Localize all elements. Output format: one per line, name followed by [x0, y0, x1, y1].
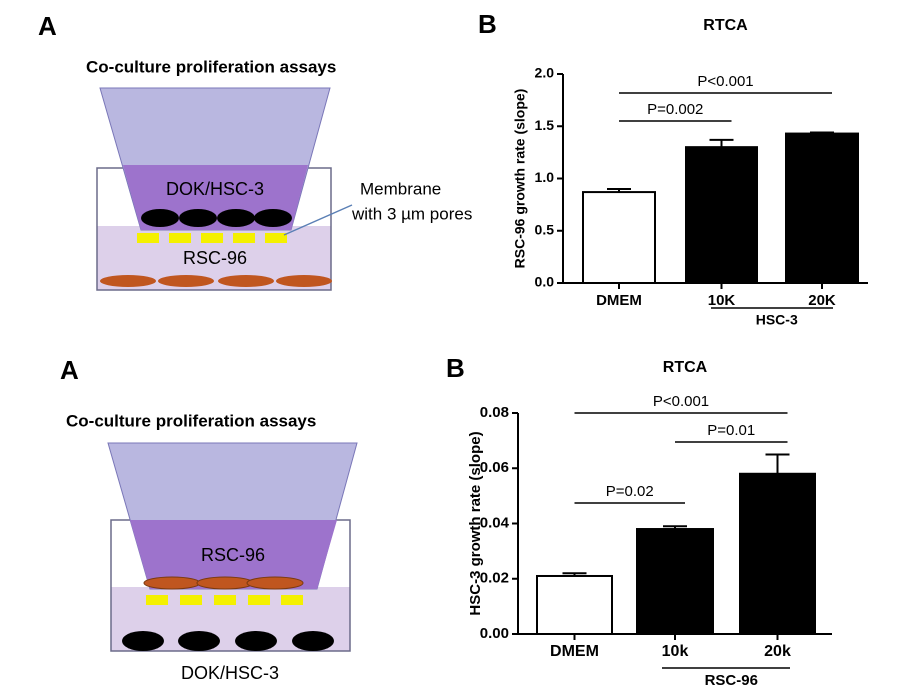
y-tick-label: 0.5 [535, 221, 555, 237]
label: DOK/HSC-3 [166, 179, 264, 199]
bar [785, 132, 859, 284]
bar [536, 574, 613, 635]
x-tick-label: 10k [662, 643, 689, 660]
significance-label: P=0.02 [606, 483, 654, 500]
diagram-title: Co-culture proliferation assays [86, 57, 336, 76]
diagram-top: A Co-culture proliferation assays DOK/HS… [38, 11, 472, 291]
panel-letter: A [38, 11, 57, 41]
y-tick-label: 2.0 [535, 65, 555, 81]
y-axis-label: HSC-3 growth rate (slope) [467, 431, 484, 615]
label: RSC-96 [183, 248, 247, 268]
pores [146, 595, 303, 605]
significance-label: P=0.01 [707, 422, 755, 439]
x-tick-label: 10K [708, 292, 736, 309]
x-tick-label: 20K [808, 292, 836, 309]
panel-letter: A [60, 355, 79, 385]
label: DOK/HSC-3 [181, 663, 279, 683]
bar [685, 146, 758, 284]
diagram-bottom: A Co-culture proliferation assays RSC-96… [60, 355, 358, 683]
group-label: RSC-96 [705, 672, 758, 689]
panel-letter: B [446, 353, 465, 383]
diagram-title: Co-culture proliferation assays [66, 411, 316, 430]
y-tick-label: 0.00 [480, 625, 509, 642]
y-tick-label: 1.5 [535, 117, 555, 133]
insert-medium [130, 520, 337, 589]
y-tick-label: 0.08 [480, 404, 509, 421]
y-tick-label: 0.04 [480, 514, 510, 531]
note: with 3 µm pores [351, 204, 472, 223]
x-tick-label: DMEM [550, 643, 599, 660]
cells [143, 576, 304, 590]
bar [739, 472, 816, 635]
label: RSC-96 [201, 545, 265, 565]
pores [137, 233, 287, 243]
x-tick-label: 20k [764, 643, 791, 660]
pointer [283, 204, 353, 236]
y-tick-label: 0.06 [480, 459, 509, 476]
cells [141, 209, 292, 227]
bar [582, 191, 656, 285]
group-label: HSC-3 [756, 312, 798, 328]
significance-label: P<0.001 [697, 73, 753, 90]
chart-title: RTCA [663, 359, 708, 376]
chart-title: RTCA [703, 17, 748, 34]
significance-label: P<0.001 [653, 393, 709, 410]
significance-label: P=0.002 [647, 101, 703, 118]
bar [636, 528, 714, 636]
cells [100, 275, 332, 287]
x-tick-label: DMEM [596, 292, 642, 309]
note: Membrane [360, 179, 441, 198]
y-tick-label: 0.0 [535, 274, 555, 290]
y-tick-label: 1.0 [535, 169, 555, 185]
cells [122, 631, 334, 651]
panel-letter: B [478, 9, 497, 39]
y-axis-label: RSC-96 growth rate (slope) [512, 89, 528, 269]
y-tick-label: 0.02 [480, 570, 509, 587]
